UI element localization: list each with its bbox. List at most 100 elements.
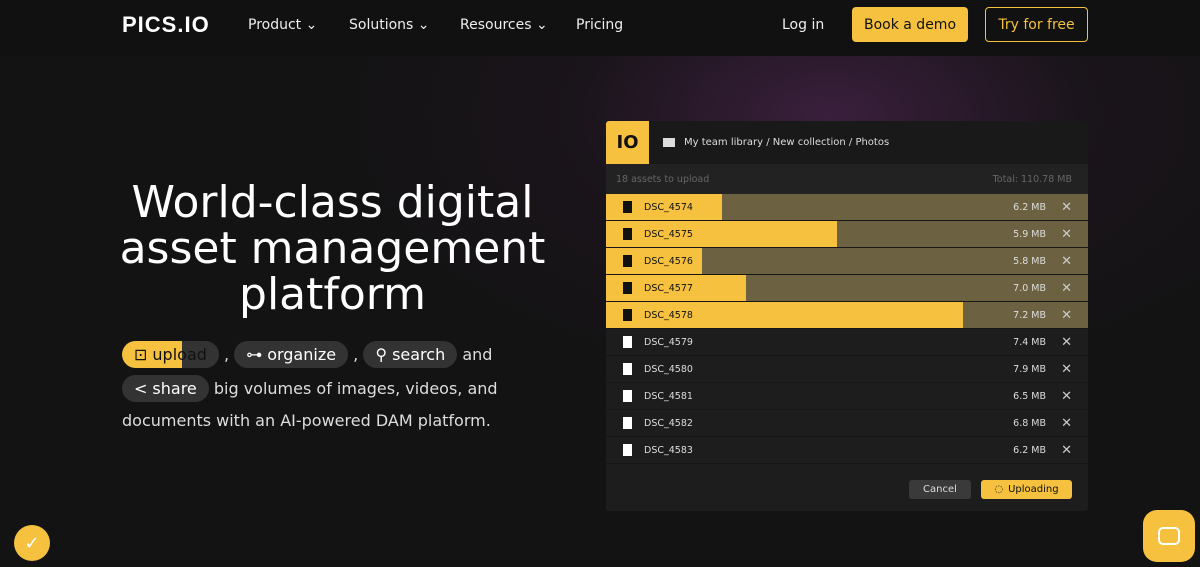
file-size: 7.2 MB bbox=[1013, 309, 1046, 321]
and-text: and bbox=[462, 345, 493, 364]
file-row: DSC_4583 6.2 MB ✕ bbox=[606, 437, 1088, 464]
button-label: Uploading bbox=[1008, 484, 1059, 495]
progress-fill bbox=[606, 221, 838, 247]
nav-product[interactable]: Product ⌄ bbox=[248, 17, 317, 33]
file-size: 6.8 MB bbox=[1013, 417, 1046, 429]
file-row: DSC_4574 6.2 MB ✕ bbox=[606, 194, 1088, 221]
remove-icon[interactable]: ✕ bbox=[1061, 226, 1072, 242]
file-row: DSC_4576 5.8 MB ✕ bbox=[606, 248, 1088, 275]
organize-icon: ⊶ bbox=[246, 345, 263, 364]
file-row: DSC_4577 7.0 MB ✕ bbox=[606, 275, 1088, 302]
file-row: DSC_4575 5.9 MB ✕ bbox=[606, 221, 1088, 248]
remove-icon[interactable]: ✕ bbox=[1061, 307, 1072, 323]
file-icon bbox=[623, 255, 632, 267]
file-name: DSC_4579 bbox=[644, 336, 693, 348]
file-name: DSC_4582 bbox=[644, 417, 693, 429]
remove-icon[interactable]: ✕ bbox=[1061, 280, 1072, 296]
file-icon bbox=[623, 336, 632, 348]
progress-fill bbox=[606, 248, 703, 274]
file-name: DSC_4576 bbox=[644, 255, 693, 267]
nav-label: Solutions bbox=[349, 17, 414, 33]
upload-chip[interactable]: ⊡ upload bbox=[122, 341, 219, 368]
remove-icon[interactable]: ✕ bbox=[1061, 388, 1072, 404]
file-size: 7.9 MB bbox=[1013, 363, 1046, 375]
logo[interactable]: PICS.IO bbox=[122, 12, 210, 37]
share-icon: < bbox=[134, 379, 148, 398]
file-name: DSC_4574 bbox=[644, 201, 693, 213]
nav-pricing[interactable]: Pricing bbox=[576, 17, 624, 33]
share-chip[interactable]: < share bbox=[122, 375, 209, 402]
chip-label: share bbox=[152, 379, 197, 398]
remove-icon[interactable]: ✕ bbox=[1061, 442, 1072, 458]
remove-icon[interactable]: ✕ bbox=[1061, 334, 1072, 350]
file-size: 6.5 MB bbox=[1013, 390, 1046, 402]
cancel-button[interactable]: Cancel bbox=[909, 480, 971, 499]
nav-label: Product bbox=[248, 17, 302, 33]
total-size: Total: 110.78 MB bbox=[992, 173, 1072, 185]
chat-icon bbox=[1158, 527, 1180, 545]
file-name: DSC_4583 bbox=[644, 444, 693, 456]
remove-icon[interactable]: ✕ bbox=[1061, 415, 1072, 431]
chip-label: search bbox=[392, 345, 446, 364]
file-size: 7.0 MB bbox=[1013, 282, 1046, 294]
hero-line-2: < share big volumes of images, videos, an… bbox=[122, 375, 498, 402]
login-link[interactable]: Log in bbox=[782, 17, 825, 33]
nav-resources[interactable]: Resources ⌄ bbox=[460, 17, 548, 33]
remove-icon[interactable]: ✕ bbox=[1061, 361, 1072, 377]
hero-line-3: documents with an AI-powered DAM platfor… bbox=[122, 411, 491, 430]
asset-count: 18 assets to upload bbox=[616, 173, 710, 185]
remove-icon[interactable]: ✕ bbox=[1061, 199, 1072, 215]
file-row: DSC_4582 6.8 MB ✕ bbox=[606, 410, 1088, 437]
remove-icon[interactable]: ✕ bbox=[1061, 253, 1072, 269]
chat-button[interactable] bbox=[1143, 510, 1195, 562]
chevron-down-icon: ⌄ bbox=[417, 17, 430, 33]
file-size: 6.2 MB bbox=[1013, 444, 1046, 456]
file-size: 5.9 MB bbox=[1013, 228, 1046, 240]
file-size: 7.4 MB bbox=[1013, 336, 1046, 348]
spinner-icon: ◌ bbox=[994, 484, 1004, 495]
hero-title: World-class digital asset management pla… bbox=[119, 177, 546, 320]
chip-label: organize bbox=[267, 345, 337, 364]
file-icon bbox=[623, 228, 632, 240]
file-icon bbox=[623, 201, 632, 213]
file-name: DSC_4578 bbox=[644, 309, 693, 321]
file-icon bbox=[623, 309, 632, 321]
file-row: DSC_4580 7.9 MB ✕ bbox=[606, 356, 1088, 383]
app-logo: IO bbox=[606, 121, 649, 164]
search-icon: ⚲ bbox=[375, 345, 388, 364]
progress-fill bbox=[606, 302, 963, 328]
file-size: 6.2 MB bbox=[1013, 201, 1046, 213]
breadcrumb: My team library / New collection / Photo… bbox=[684, 137, 890, 148]
file-icon bbox=[623, 417, 632, 429]
accessibility-button[interactable]: ✓ bbox=[14, 525, 50, 561]
file-row: DSC_4578 7.2 MB ✕ bbox=[606, 302, 1088, 329]
file-name: DSC_4575 bbox=[644, 228, 693, 240]
try-free-button[interactable]: Try for free bbox=[985, 7, 1088, 42]
file-size: 5.8 MB bbox=[1013, 255, 1046, 267]
chevron-down-icon: ⌄ bbox=[305, 17, 318, 33]
file-row: DSC_4579 7.4 MB ✕ bbox=[606, 329, 1088, 356]
nav-solutions[interactable]: Solutions ⌄ bbox=[349, 17, 430, 33]
folder-icon bbox=[663, 138, 675, 147]
file-icon bbox=[623, 390, 632, 402]
separator: , bbox=[224, 345, 230, 364]
upload-panel: IO My team library / New collection / Ph… bbox=[606, 121, 1088, 511]
chip-label: upload bbox=[152, 345, 207, 364]
file-row: DSC_4581 6.5 MB ✕ bbox=[606, 383, 1088, 410]
uploading-button[interactable]: ◌ Uploading bbox=[981, 480, 1072, 499]
file-icon bbox=[623, 363, 632, 375]
file-name: DSC_4581 bbox=[644, 390, 693, 402]
book-demo-button[interactable]: Book a demo bbox=[852, 7, 968, 42]
hero-line-1: ⊡ upload , ⊶ organize , ⚲ search and bbox=[122, 341, 492, 368]
chevron-down-icon: ⌄ bbox=[535, 17, 548, 33]
search-chip[interactable]: ⚲ search bbox=[363, 341, 458, 368]
file-icon bbox=[623, 444, 632, 456]
organize-chip[interactable]: ⊶ organize bbox=[234, 341, 349, 368]
nav-label: Resources bbox=[460, 17, 532, 33]
top-nav: PICS.IO Product ⌄ Solutions ⌄ Resources … bbox=[0, 0, 1200, 56]
separator: , bbox=[353, 345, 359, 364]
upload-icon: ⊡ bbox=[134, 345, 148, 364]
file-icon bbox=[623, 282, 632, 294]
file-name: DSC_4580 bbox=[644, 363, 693, 375]
hero-text: big volumes of images, videos, and bbox=[213, 379, 498, 398]
